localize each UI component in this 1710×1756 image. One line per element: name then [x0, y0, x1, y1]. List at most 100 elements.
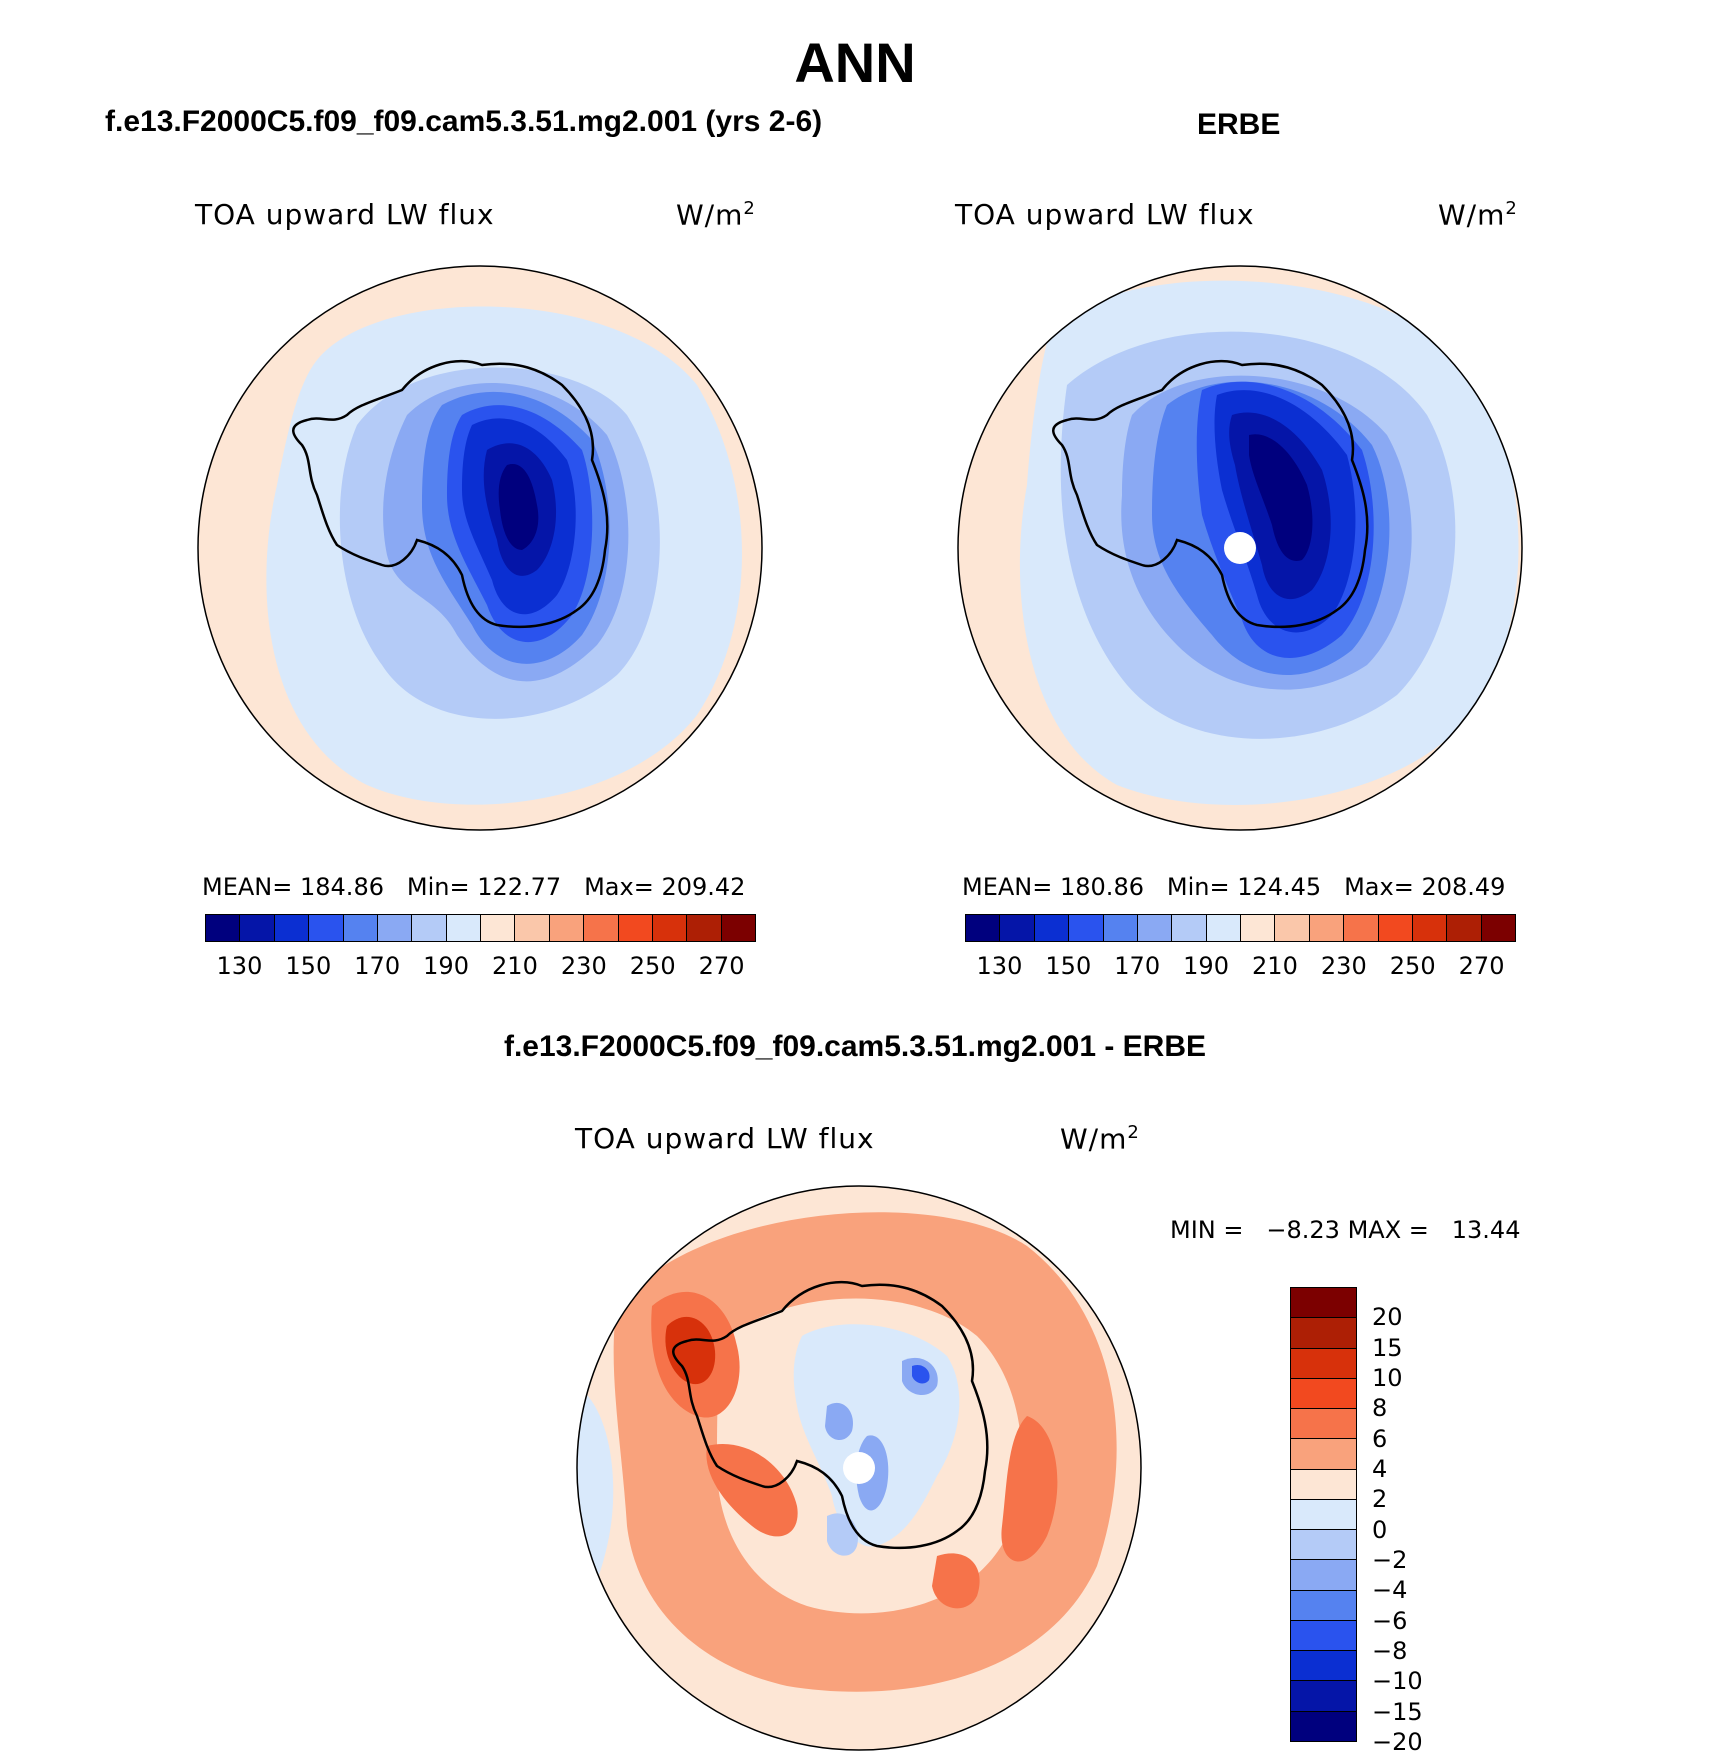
left-max-value: 209.42 — [661, 873, 746, 901]
diff-colorbar-tick-label: 20 — [1372, 1303, 1403, 1332]
right-colorbar-cell — [1275, 915, 1310, 941]
left-colorbar-cell — [515, 915, 550, 941]
right-colorbar-tick-label: 190 — [1183, 952, 1229, 980]
right-colorbar-tick-label: 130 — [976, 952, 1023, 980]
diff-band-6-east — [1001, 1416, 1058, 1562]
right-colorbar-cell — [1000, 915, 1035, 941]
left-units-label: W/m2 — [676, 198, 756, 232]
diff-band-8-west — [665, 1316, 716, 1385]
right-colorbar-cell — [1481, 915, 1515, 941]
left-band-130 — [498, 464, 539, 550]
right-min-label: Min= — [1166, 873, 1230, 901]
diff-units-label: W/m2 — [1060, 1122, 1140, 1156]
right-colorbar-cell — [966, 915, 1001, 941]
right-colorbar-cell — [1241, 915, 1276, 941]
left-colorbar-cell — [618, 915, 653, 941]
left-colorbar-tick-label: 190 — [423, 952, 469, 980]
right-colorbar-cell — [1137, 915, 1173, 941]
diff-colorbar-tick-label: 8 — [1372, 1394, 1388, 1423]
right-colorbar — [965, 914, 1516, 942]
diff-case-title: f.e13.F2000C5.f09_f09.cam5.3.51.mg2.001 … — [503, 1030, 1207, 1063]
right-max-value: 208.49 — [1421, 873, 1506, 901]
left-colorbar-cell — [240, 915, 275, 941]
right-colorbar-cell — [1309, 915, 1345, 941]
left-min-label: Min= — [406, 873, 470, 901]
left-colorbar — [205, 914, 756, 942]
diff-min-label: MIN = — [1170, 1216, 1244, 1244]
left-mean-label: MEAN= — [202, 873, 293, 901]
right-colorbar-tick-label: 210 — [1252, 952, 1298, 980]
right-colorbar-cell — [1412, 915, 1448, 941]
right-band-130 — [1249, 434, 1313, 561]
diff-colorbar-tick-label: 6 — [1372, 1424, 1388, 1453]
main-title: ANN — [794, 31, 916, 94]
right-coastline — [1052, 360, 1369, 629]
left-colorbar-cell — [721, 915, 755, 941]
left-colorbar-cell — [412, 915, 447, 941]
left-colorbar-tick-label: 210 — [492, 952, 538, 980]
left-colorbar-cell — [481, 915, 516, 941]
diff-colorbar-cell — [1291, 1378, 1356, 1410]
diff-colorbar-tick-label: −4 — [1372, 1576, 1408, 1605]
right-polar-map — [957, 265, 1523, 831]
left-colorbar-tick-label: 230 — [560, 952, 607, 980]
diff-max-label: MAX = — [1347, 1216, 1429, 1244]
right-colorbar-cell — [1034, 915, 1070, 941]
right-colorbar-tick-label: 230 — [1320, 952, 1367, 980]
right-colorbar-tick-label: 150 — [1045, 952, 1092, 980]
diff-max-value: 13.44 — [1451, 1216, 1521, 1244]
diff-colorbar — [1290, 1287, 1357, 1742]
left-colorbar-cell — [274, 915, 310, 941]
diff-colorbar-tick-label: −2 — [1372, 1546, 1408, 1574]
diff-colorbar-tick-label: 4 — [1372, 1455, 1388, 1483]
left-stats: MEAN= 184.86 Min= 122.77 Max= 209.42 — [202, 873, 745, 901]
right-variable-label: TOA upward LW flux — [955, 198, 1255, 231]
diff-colorbar-ticks: 20 15 10 8 6 4 2 0 −2 −4 −6 −8 −10 −15 −20 — [1372, 1287, 1452, 1756]
diff-colorbar-cell — [1291, 1590, 1356, 1621]
left-mean-value: 184.86 — [300, 873, 384, 901]
left-colorbar-cell — [446, 915, 481, 941]
left-case-title: f.e13.F2000C5.f09_f09.cam5.3.51.mg2.001 … — [105, 105, 823, 138]
left-colorbar-tick-label: 270 — [698, 952, 745, 980]
right-stats: MEAN= 180.86 Min= 124.45 Max= 208.49 — [962, 873, 1505, 901]
diff-band-neg4-a — [825, 1402, 853, 1441]
diff-colorbar-tick-label: −15 — [1372, 1697, 1423, 1726]
left-colorbar-ticks: 130 150 170 190 210 230 250 270 — [205, 952, 756, 982]
right-case-title: ERBE — [1197, 108, 1281, 141]
diff-colorbar-cell — [1291, 1711, 1356, 1741]
left-colorbar-tick-label: 130 — [216, 952, 263, 980]
right-colorbar-cell — [1378, 915, 1413, 941]
diff-colorbar-cell — [1291, 1288, 1356, 1319]
diff-colorbar-cell — [1291, 1439, 1356, 1470]
diff-colorbar-cell — [1291, 1409, 1356, 1440]
right-colorbar-ticks: 130 150 170 190 210 230 250 270 — [965, 952, 1516, 982]
diff-band-neg8-a — [912, 1364, 930, 1384]
left-colorbar-cell — [584, 915, 619, 941]
left-colorbar-cell — [549, 915, 585, 941]
diff-band-6-southwest — [706, 1444, 798, 1537]
left-colorbar-cell — [206, 915, 241, 941]
left-colorbar-tick-label: 250 — [629, 952, 676, 980]
right-min-value: 124.45 — [1237, 873, 1322, 901]
diff-colorbar-tick-label: 10 — [1372, 1364, 1403, 1392]
right-mean-label: MEAN= — [962, 873, 1053, 901]
diff-stats: MIN = −8.23 MAX = 13.44 — [1170, 1216, 1520, 1244]
right-max-label: Max= — [1344, 873, 1414, 901]
diff-colorbar-tick-label: −8 — [1372, 1637, 1408, 1665]
diff-colorbar-cell — [1291, 1318, 1356, 1349]
diff-colorbar-cell — [1291, 1620, 1356, 1652]
right-colorbar-cell — [1172, 915, 1207, 941]
left-colorbar-cell — [377, 915, 413, 941]
right-colorbar-cell — [1206, 915, 1241, 941]
diff-min-value: −8.23 — [1266, 1216, 1340, 1244]
right-units-label: W/m2 — [1438, 198, 1518, 232]
left-colorbar-cell — [652, 915, 688, 941]
diff-colorbar-tick-label: −10 — [1372, 1667, 1423, 1696]
diff-colorbar-cell — [1291, 1469, 1356, 1500]
diff-polar-map — [576, 1185, 1142, 1751]
left-max-label: Max= — [584, 873, 654, 901]
left-coastline — [292, 360, 609, 629]
right-colorbar-cell — [1447, 915, 1482, 941]
right-colorbar-cell — [1344, 915, 1379, 941]
left-colorbar-cell — [309, 915, 344, 941]
